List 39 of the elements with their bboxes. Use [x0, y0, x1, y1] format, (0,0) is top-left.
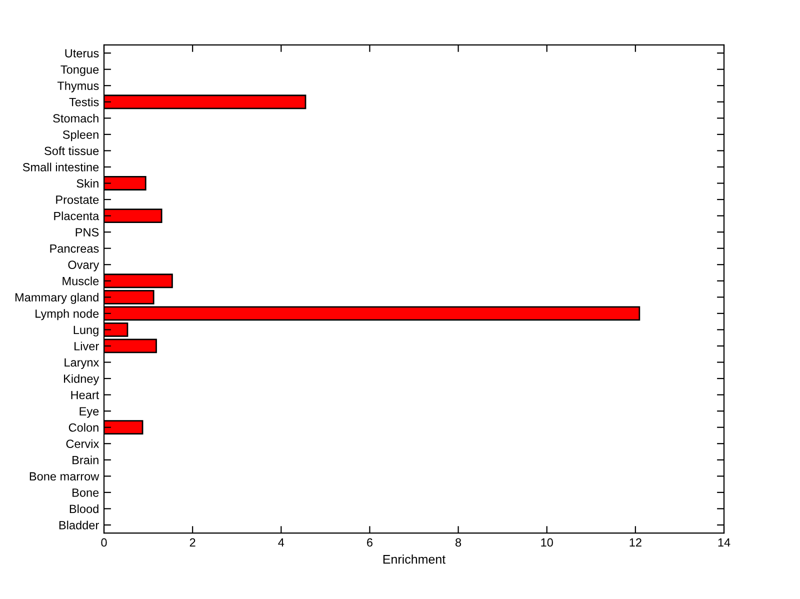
y-tick-label: Cervix: [66, 439, 100, 448]
y-tick-label: Spleen: [62, 130, 98, 142]
y-tick-label: Pancreas: [50, 244, 99, 253]
y-tick-label: Brain: [72, 456, 98, 464]
x-tick-label: 10: [541, 538, 553, 547]
y-tick-label: Eye: [80, 407, 99, 418]
y-tick-label: Prostate: [56, 196, 99, 204]
y-tick-label: Bone: [72, 488, 99, 497]
y-tick-label: PNS: [76, 228, 99, 236]
x-tick-label: 14: [718, 538, 730, 547]
y-tick-label: Mammary gland: [15, 292, 98, 304]
y-tick-label: Muscle: [62, 276, 99, 286]
y-tick-label: Stomach: [53, 114, 98, 123]
y-tick-label: Kidney: [64, 374, 100, 386]
y-tick-label: Thymus: [57, 81, 99, 92]
y-tick-label: Bone marrow: [30, 472, 100, 481]
y-tick-label: Bladder: [59, 520, 99, 530]
y-tick-label: Lymph node: [36, 309, 99, 320]
y-tick-label: Heart: [71, 390, 100, 400]
y-tick-label: Skin: [76, 178, 98, 188]
y-tick-label: Lung: [74, 326, 98, 336]
x-axis-title: Enrichment: [383, 554, 446, 564]
y-tick-label: Colon: [68, 423, 98, 432]
y-tick-label: Larynx: [64, 358, 100, 369]
x-tick-label: 0: [101, 538, 107, 547]
x-tick-label: 8: [456, 538, 462, 547]
x-tick-label: 2: [190, 538, 196, 547]
y-tick-label: Uterus: [65, 49, 99, 58]
y-tick-label: Small intestine: [22, 162, 99, 172]
x-tick-label: 6: [367, 538, 372, 547]
y-tick-label: Blood: [70, 504, 98, 514]
y-tick-label: Soft tissue: [44, 146, 99, 156]
x-tick-label: 4: [278, 538, 284, 547]
x-tick-label: 12: [630, 538, 642, 547]
y-tick-label: Testis: [69, 98, 99, 106]
y-tick-label: Ovary: [68, 260, 100, 272]
y-tick-label: Liver: [74, 342, 99, 350]
y-tick-label: Placenta: [54, 212, 100, 220]
y-tick-label: Tongue: [60, 65, 99, 76]
